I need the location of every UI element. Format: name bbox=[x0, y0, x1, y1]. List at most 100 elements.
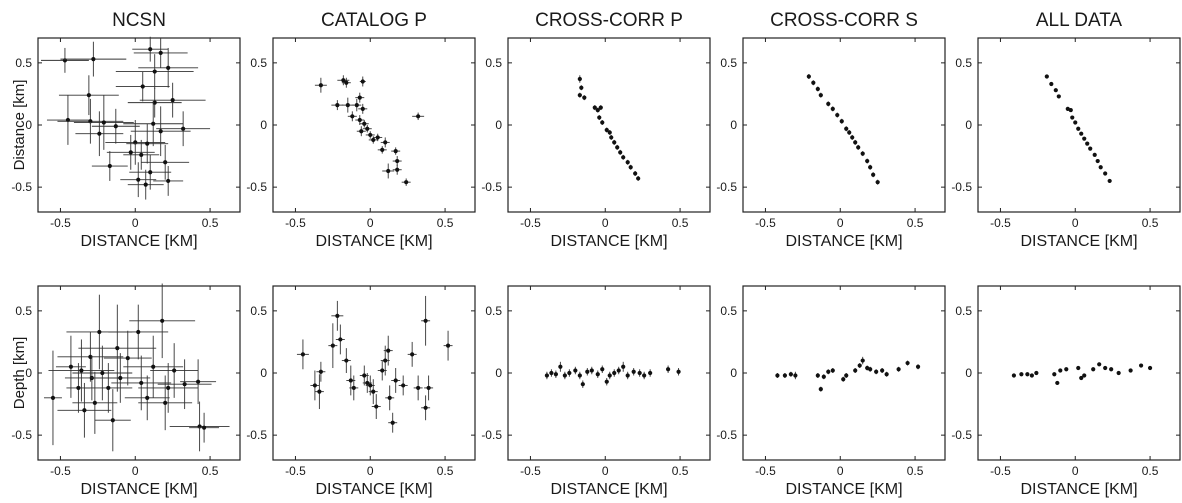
data-marker bbox=[835, 113, 839, 117]
data-marker bbox=[361, 107, 365, 111]
data-marker bbox=[783, 373, 787, 377]
data-point-16 bbox=[1099, 165, 1103, 169]
data-marker bbox=[1091, 367, 1095, 371]
x-axis-label: DISTANCE [KM] bbox=[1020, 481, 1137, 498]
data-marker bbox=[148, 47, 152, 51]
data-marker bbox=[69, 365, 73, 369]
data-marker bbox=[636, 176, 640, 180]
data-marker bbox=[578, 77, 582, 81]
y-tick-label: 0 bbox=[495, 366, 502, 380]
data-marker bbox=[916, 365, 920, 369]
y-tick-label: -0.5 bbox=[716, 180, 737, 194]
data-point-8 bbox=[1073, 120, 1077, 124]
data-marker bbox=[1097, 362, 1101, 366]
y-tick-label: 0.5 bbox=[485, 304, 502, 318]
data-marker bbox=[319, 370, 323, 374]
x-tick-label: -0.5 bbox=[285, 216, 306, 230]
data-marker bbox=[383, 358, 387, 362]
data-point-9 bbox=[1064, 367, 1068, 371]
data-marker bbox=[1073, 120, 1077, 124]
data-point-1 bbox=[1012, 373, 1016, 377]
y-tick-label: 0.5 bbox=[485, 56, 502, 70]
data-marker bbox=[868, 165, 872, 169]
data-marker bbox=[410, 352, 414, 356]
y-tick-label: 0.5 bbox=[15, 304, 32, 318]
data-marker bbox=[395, 168, 399, 172]
x-tick-label: -0.5 bbox=[990, 216, 1011, 230]
data-marker bbox=[1012, 373, 1016, 377]
data-marker bbox=[102, 120, 106, 124]
data-marker bbox=[51, 396, 55, 400]
data-marker bbox=[612, 140, 616, 144]
plot-frame bbox=[978, 38, 1180, 212]
data-marker bbox=[395, 159, 399, 163]
data-marker bbox=[159, 51, 163, 55]
y-tick-label: 0.5 bbox=[250, 304, 267, 318]
data-marker bbox=[1109, 367, 1113, 371]
data-marker bbox=[632, 370, 636, 374]
data-marker bbox=[171, 98, 175, 102]
data-marker bbox=[1076, 127, 1080, 131]
data-marker bbox=[100, 371, 104, 375]
panel-7: -0.5 0 0.50.50-0.5DISTANCE [KM] bbox=[246, 286, 475, 498]
x-tick-label: -0.5 bbox=[520, 216, 541, 230]
x-axis-label: DISTANCE [KM] bbox=[315, 481, 432, 498]
x-tick-label: 0.5 bbox=[202, 216, 219, 230]
panel-2: -0.5 0 0.50.50-0.5CATALOG PDISTANCE [KM] bbox=[246, 10, 475, 250]
plot-frame bbox=[38, 286, 240, 460]
data-point-18 bbox=[1108, 179, 1112, 183]
data-marker bbox=[599, 106, 603, 110]
data-marker bbox=[424, 319, 428, 323]
x-tick-label: 0 bbox=[132, 464, 139, 478]
data-marker bbox=[126, 356, 130, 360]
data-marker bbox=[82, 408, 86, 412]
data-marker bbox=[355, 103, 359, 107]
data-marker bbox=[868, 367, 872, 371]
data-point-15 bbox=[1103, 366, 1107, 370]
data-marker bbox=[885, 372, 889, 376]
data-point-20 bbox=[1148, 366, 1152, 370]
data-point-19 bbox=[1139, 363, 1143, 367]
data-marker bbox=[1055, 381, 1059, 385]
data-marker bbox=[853, 140, 857, 144]
plot-frame bbox=[978, 286, 1180, 460]
data-marker bbox=[106, 386, 110, 390]
data-marker bbox=[335, 314, 339, 318]
data-marker bbox=[91, 57, 95, 61]
data-marker bbox=[554, 372, 558, 376]
data-marker bbox=[1076, 366, 1080, 370]
data-marker bbox=[371, 390, 375, 394]
data-marker bbox=[97, 330, 101, 334]
data-marker bbox=[861, 151, 865, 155]
data-marker bbox=[775, 373, 779, 377]
y-tick-label: 0.5 bbox=[955, 304, 972, 318]
x-tick-label: 0 bbox=[132, 216, 139, 230]
data-marker bbox=[160, 319, 164, 323]
data-marker bbox=[1085, 142, 1089, 146]
data-marker bbox=[144, 183, 148, 187]
panel-1: -0.5 0 0.50.50-0.5NCSNDISTANCE [KM]Distanc… bbox=[11, 10, 240, 250]
data-marker bbox=[358, 96, 362, 100]
data-marker bbox=[1096, 159, 1100, 163]
data-marker bbox=[612, 371, 616, 375]
x-tick-label: 0 bbox=[602, 216, 609, 230]
data-marker bbox=[114, 124, 118, 128]
data-marker bbox=[313, 383, 317, 387]
data-marker bbox=[617, 368, 621, 372]
data-marker bbox=[861, 358, 865, 362]
x-axis-label: DISTANCE [KM] bbox=[785, 233, 902, 250]
data-marker bbox=[362, 122, 366, 126]
data-marker bbox=[621, 365, 625, 369]
data-marker bbox=[579, 86, 583, 90]
y-tick-label: 0.5 bbox=[720, 56, 737, 70]
data-marker bbox=[1069, 108, 1073, 112]
data-marker bbox=[1025, 372, 1029, 376]
data-marker bbox=[789, 372, 793, 376]
data-marker bbox=[1058, 368, 1062, 372]
data-marker bbox=[1093, 153, 1097, 157]
x-tick-label: 0.5 bbox=[672, 464, 689, 478]
data-marker bbox=[141, 84, 145, 88]
y-axis-label: Distance [km] bbox=[11, 80, 28, 171]
data-marker bbox=[605, 380, 609, 384]
data-marker bbox=[427, 386, 431, 390]
